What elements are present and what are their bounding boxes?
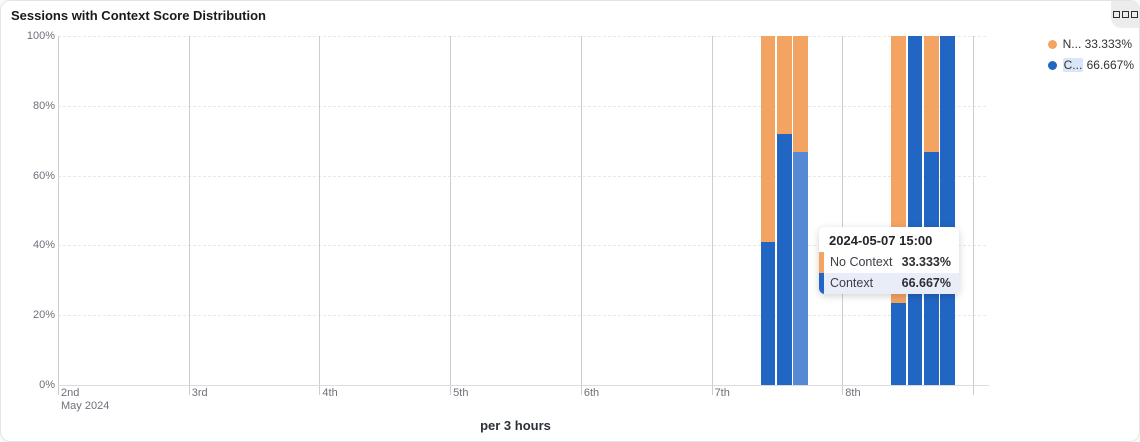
more-options-icon	[1130, 11, 1138, 18]
chart-tooltip: 2024-05-07 15:00 No Context 33.333% Cont…	[819, 227, 959, 294]
bar-segment-context[interactable]	[760, 241, 776, 385]
x-axis-tick-label: 3rd	[191, 387, 208, 399]
legend-item-no-context[interactable]: N... 33.333%	[1047, 37, 1134, 51]
horizontal-gridline	[58, 36, 986, 37]
chart-title: Sessions with Context Score Distribution	[11, 8, 266, 23]
bar-segment-context[interactable]	[776, 133, 792, 385]
vertical-gridline	[58, 36, 59, 395]
vertical-gridline	[580, 36, 582, 395]
vertical-gridline	[450, 36, 452, 395]
legend: N... 33.333% C... 66.667%	[1047, 37, 1134, 72]
horizontal-gridline	[58, 175, 986, 177]
x-axis-tick-label: 6th	[583, 387, 600, 399]
horizontal-gridline	[58, 105, 986, 107]
x-axis-line	[58, 385, 989, 386]
y-axis-tick-label: 100%	[26, 30, 55, 42]
tooltip-row-no-context: No Context 33.333%	[819, 252, 959, 273]
more-options-icon	[1121, 11, 1129, 18]
vertical-gridline	[188, 36, 190, 395]
tooltip-row-label: Context	[830, 276, 874, 290]
vertical-gridline	[973, 36, 974, 395]
more-options-button[interactable]	[1111, 1, 1139, 28]
x-axis-title: per 3 hours	[480, 418, 551, 433]
tooltip-row-value: 66.667%	[901, 276, 951, 290]
bar-segment-context[interactable]	[907, 36, 923, 385]
horizontal-gridline	[58, 315, 986, 317]
bar-segment-no-context[interactable]	[776, 36, 792, 134]
y-axis-tick-label: 20%	[32, 309, 55, 322]
bar-segment-context[interactable]	[891, 303, 907, 385]
more-options-icon	[1112, 11, 1120, 18]
horizontal-gridline	[58, 245, 986, 247]
legend-item-label: C... 66.667%	[1062, 58, 1134, 72]
tooltip-title: 2024-05-07 15:00	[829, 233, 933, 248]
series-color-swatch	[819, 252, 824, 273]
vertical-gridline	[711, 36, 713, 395]
bar-segment-context[interactable]	[940, 36, 956, 385]
tooltip-row-value: 33.333%	[901, 255, 951, 269]
legend-item-label: N... 33.333%	[1062, 37, 1132, 51]
bar-segment-no-context[interactable]	[923, 36, 939, 153]
x-axis-tick-label: 4th	[322, 387, 338, 399]
y-axis-tick-label: 60%	[32, 169, 55, 182]
vertical-gridline	[842, 36, 844, 395]
legend-dot-icon	[1047, 60, 1057, 70]
tooltip-row-context: Context 66.667%	[819, 273, 959, 294]
y-axis-tick-label: 0%	[39, 379, 55, 391]
vertical-gridline	[319, 36, 321, 395]
legend-dot-icon	[1047, 39, 1057, 49]
bar-segment-no-context[interactable]	[760, 36, 776, 242]
x-axis-tick-label: 2nd May 2024	[61, 387, 110, 412]
legend-item-context[interactable]: C... 66.667%	[1047, 58, 1134, 72]
series-color-swatch	[819, 273, 824, 294]
y-axis-tick-label: 40%	[32, 239, 55, 252]
tooltip-row-label: No Context	[830, 255, 893, 269]
bar-segment-no-context[interactable]	[793, 36, 808, 153]
x-axis-tick-label: 7th	[714, 387, 730, 399]
y-axis-tick-label: 80%	[32, 99, 55, 112]
x-axis-tick-label: 8th	[845, 387, 861, 399]
x-axis-tick-label: 5th	[453, 387, 469, 399]
bar-segment-context[interactable]	[793, 152, 808, 385]
